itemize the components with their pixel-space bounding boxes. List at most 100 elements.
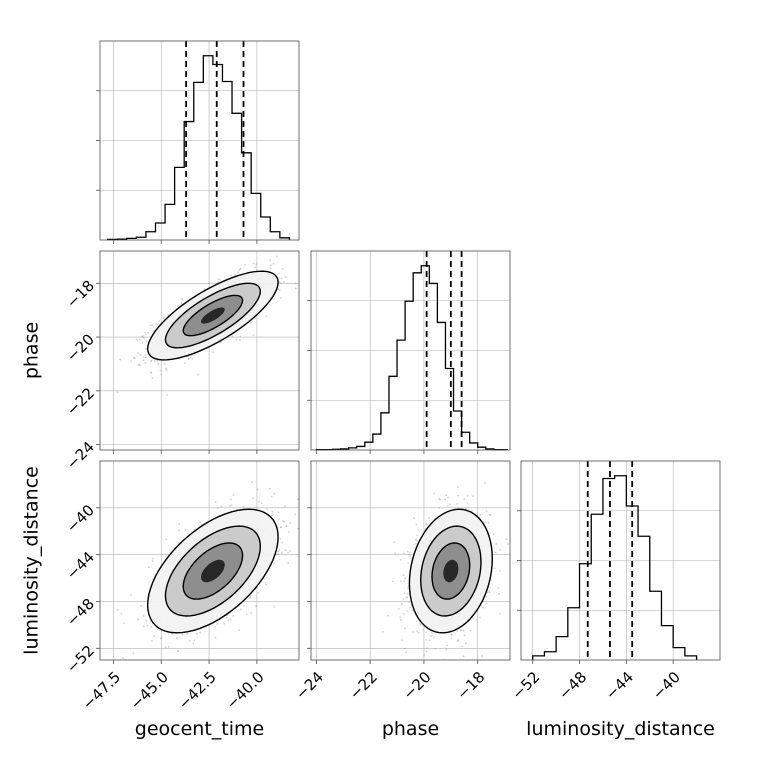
sample-point bbox=[499, 612, 501, 615]
sample-point bbox=[401, 603, 403, 606]
sample-point bbox=[193, 528, 196, 531]
sample-point bbox=[472, 495, 474, 498]
sample-point bbox=[302, 519, 304, 521]
sample-point bbox=[138, 363, 141, 365]
sample-point bbox=[147, 331, 150, 334]
sample-point bbox=[456, 494, 459, 497]
sample-point bbox=[203, 288, 206, 290]
sample-point bbox=[217, 278, 220, 280]
sample-point bbox=[319, 463, 321, 465]
y-tick-label: −24 bbox=[63, 438, 98, 473]
sample-point bbox=[495, 543, 498, 545]
sample-point bbox=[132, 652, 135, 655]
sample-point bbox=[411, 609, 414, 612]
sample-point bbox=[263, 577, 266, 580]
sample-point bbox=[301, 271, 303, 273]
sample-point bbox=[145, 619, 148, 622]
sample-point bbox=[180, 302, 183, 305]
sample-point bbox=[280, 277, 283, 280]
sample-point bbox=[425, 650, 428, 653]
sample-point bbox=[255, 263, 258, 266]
sample-point bbox=[406, 593, 409, 595]
sample-point bbox=[457, 486, 459, 488]
sample-point bbox=[277, 272, 280, 275]
sample-point bbox=[294, 513, 296, 516]
sample-point bbox=[280, 282, 282, 284]
contour-line bbox=[408, 508, 494, 634]
sample-point bbox=[251, 481, 254, 484]
scatter-panel-phase-vs-luminosity-distance bbox=[307, 460, 511, 664]
sample-point bbox=[142, 336, 145, 339]
sample-point bbox=[160, 637, 162, 640]
sample-point bbox=[273, 492, 276, 495]
sample-point bbox=[432, 636, 435, 639]
panel-content bbox=[100, 461, 321, 660]
sample-point bbox=[252, 334, 255, 336]
sample-point bbox=[152, 557, 155, 560]
sample-point bbox=[258, 500, 260, 503]
sample-point bbox=[287, 562, 290, 564]
sample-point bbox=[166, 394, 168, 396]
sample-point bbox=[92, 369, 94, 371]
sample-point bbox=[189, 356, 192, 359]
sample-point bbox=[466, 502, 469, 505]
sample-point bbox=[485, 602, 488, 605]
sample-point bbox=[419, 623, 422, 626]
sample-point bbox=[394, 552, 396, 555]
sample-point bbox=[400, 558, 402, 561]
sample-point bbox=[402, 552, 405, 555]
sample-point bbox=[472, 617, 474, 619]
y-axis-label-phase: phase bbox=[21, 322, 43, 379]
sample-point bbox=[159, 369, 162, 372]
sample-point bbox=[463, 634, 466, 637]
sample-point bbox=[136, 340, 139, 342]
sample-point bbox=[418, 622, 421, 625]
sample-point bbox=[142, 615, 145, 618]
sample-point bbox=[417, 529, 420, 531]
sample-point bbox=[294, 282, 297, 285]
sample-point bbox=[493, 533, 495, 536]
sample-point bbox=[144, 354, 147, 356]
sample-point bbox=[198, 521, 201, 523]
sample-point bbox=[273, 605, 276, 608]
sample-point bbox=[120, 612, 123, 615]
y-tick-label: −52 bbox=[63, 642, 98, 677]
y-tick-label: −18 bbox=[63, 277, 98, 312]
histogram-panel-phase bbox=[307, 250, 511, 454]
sample-point bbox=[162, 316, 165, 318]
sample-point bbox=[188, 357, 190, 360]
sample-point bbox=[507, 543, 510, 545]
sample-point bbox=[438, 497, 440, 500]
x-tick-label: −52 bbox=[508, 668, 543, 703]
sample-point bbox=[406, 596, 409, 598]
sample-point bbox=[165, 538, 168, 541]
sample-point bbox=[196, 632, 198, 635]
sample-point bbox=[461, 645, 463, 648]
sample-point bbox=[456, 640, 459, 642]
sample-point bbox=[505, 538, 508, 540]
sample-point bbox=[268, 487, 271, 490]
sample-point bbox=[176, 649, 179, 652]
sample-point bbox=[214, 626, 217, 628]
sample-point bbox=[208, 282, 211, 285]
sample-point bbox=[217, 507, 219, 510]
sample-point bbox=[428, 517, 430, 519]
sample-point bbox=[416, 534, 419, 537]
sample-point bbox=[177, 650, 180, 653]
sample-point bbox=[489, 514, 492, 517]
sample-point bbox=[499, 548, 502, 551]
sample-point bbox=[425, 631, 428, 634]
sample-point bbox=[479, 616, 481, 619]
sample-point bbox=[139, 364, 142, 367]
sample-point bbox=[134, 357, 136, 360]
y-tick-label: −40 bbox=[63, 501, 98, 536]
sample-point bbox=[284, 549, 287, 551]
sample-point bbox=[278, 518, 280, 520]
sample-point bbox=[438, 506, 441, 509]
sample-point bbox=[445, 494, 448, 497]
sample-point bbox=[282, 281, 285, 283]
sample-point bbox=[252, 497, 255, 500]
sample-point bbox=[393, 541, 396, 544]
sample-point bbox=[269, 267, 272, 270]
